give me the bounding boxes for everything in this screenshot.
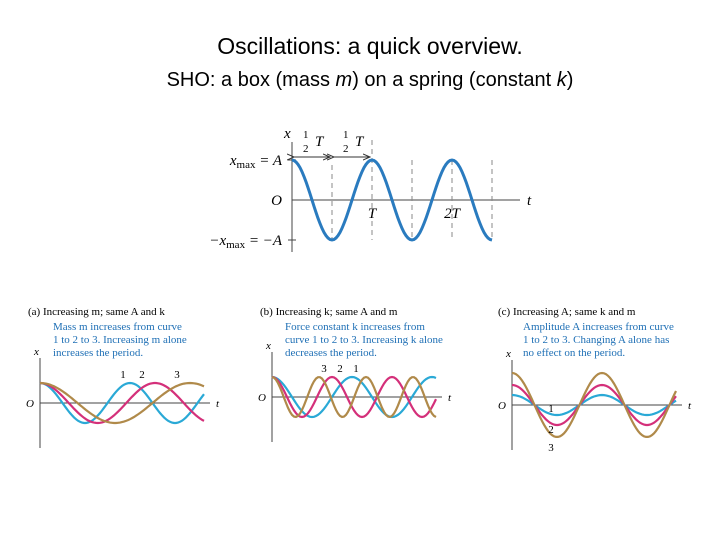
label: 2 [303,143,309,155]
panel-heading: (a) Increasing m; same A and k [28,306,165,318]
text: = −A [245,233,283,249]
panel-note: curve 1 to 2 to 3. Increasing k alone [285,334,443,346]
curve-label: 1 [120,369,126,381]
axis-label: x [33,346,39,358]
curve-label: 2 [337,363,343,375]
text: ) [567,69,574,91]
curve-label: 2 [548,424,554,436]
text: x [229,153,237,169]
axis-label: O [498,400,506,412]
main-figure: x 1 2 T 1 2 T xmax = A −xmax = −A O t T … [209,126,532,252]
text: m [336,69,353,91]
panel-note: Amplitude A increases from curve [523,321,674,333]
panel-note: increases the period. [53,347,143,359]
label: 1 [343,129,349,141]
axis-label: t [448,392,452,404]
curve [271,375,437,419]
curve-label: 2 [139,369,145,381]
label: t [527,193,532,209]
text: ) on a spring (constant [352,69,557,91]
oscillation-curve [291,158,493,242]
subtitle: SHO: a box (mass m) on a spring (constan… [167,69,574,91]
panel-heading: (b) Increasing k; same A and m [260,306,398,318]
curve [39,381,205,425]
curve [39,381,205,425]
label: O [271,193,282,209]
label: −xmax = −A [209,233,282,251]
label: T [355,134,365,150]
curve [271,375,437,419]
label: 1 [303,129,309,141]
text: −x [209,233,226,249]
panel-note: decreases the period. [285,347,377,359]
label: xmax = A [229,153,283,171]
curve [511,393,677,417]
text: k [557,69,568,91]
panel-note: 1 to 2 to 3. Increasing m alone [53,334,187,346]
text: = A [255,153,282,169]
curve [39,381,205,425]
panel-note: Force constant k increases from [285,321,425,333]
curve-label: 1 [353,363,359,375]
label: T [368,206,378,222]
text: max [226,239,245,251]
axis-label: t [216,398,220,410]
panel-heading: (c) Increasing A; same k and m [498,306,636,318]
label: 2 [343,143,349,155]
axis-label: x [505,348,511,360]
text: max [237,159,256,171]
curve-label: 3 [321,363,327,375]
curve [511,371,677,438]
text: SHO: a box (mass [167,69,336,91]
axis-label: t [688,400,692,412]
curve-label: 3 [174,369,180,381]
curve [511,383,677,427]
curve-label: 3 [548,442,554,454]
title: Oscillations: a quick overview. [217,33,523,59]
axis-label: O [258,392,266,404]
panel-note: no effect on the period. [523,347,625,359]
axis-label: O [26,398,34,410]
curve-label: 1 [548,403,554,415]
axis-label: x [265,340,271,352]
panel-note: 1 to 2 to 3. Changing A alone has [523,334,669,346]
label: 2T [444,206,462,222]
panel-note: Mass m increases from curve [53,321,182,333]
label: T [315,134,325,150]
label: x [283,126,291,142]
